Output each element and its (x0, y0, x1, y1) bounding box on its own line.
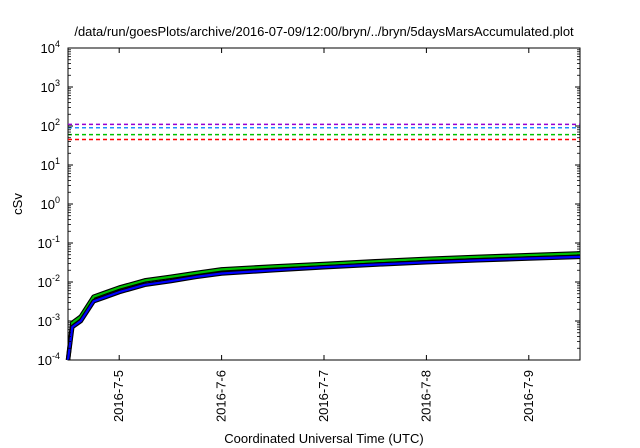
y-axis-label: cSv (10, 193, 25, 215)
plot-frame (67, 47, 581, 361)
x-tick-label: 2016-7-5 (111, 370, 126, 422)
x-tick-label: 2016-7-7 (316, 370, 331, 422)
series-outline-1 (65, 254, 581, 361)
y-tick-label: 10-2 (38, 273, 60, 290)
x-tick-label: 2016-7-9 (521, 370, 536, 422)
x-axis-label: Coordinated Universal Time (UTC) (224, 431, 423, 446)
y-tick-label: 104 (41, 39, 60, 56)
chart-title: /data/run/goesPlots/archive/2016-07-09/1… (74, 24, 574, 39)
y-tick-label: 10-1 (38, 234, 60, 251)
x-tick-label: 2016-7-8 (418, 370, 433, 422)
x-axis: 2016-7-5 2016-7-6 2016-7-7 2016-7-8 2016-7-9 (111, 48, 536, 422)
y-tick-label: 10-3 (38, 312, 60, 329)
y-tick-label: 10-4 (38, 351, 60, 368)
x-tick-label: 2016-7-6 (214, 370, 229, 422)
series-line-1 (66, 255, 581, 361)
y-tick-label: 103 (41, 78, 60, 95)
y-tick-label: 100 (41, 195, 60, 212)
reference-lines (68, 123, 580, 141)
series-layer (65, 251, 581, 361)
series-line-0 (66, 252, 581, 361)
y-tick-label: 102 (41, 117, 60, 134)
y-axis: 10-4 10-3 10-2 10-1 100 101 102 103 104 (38, 39, 580, 368)
y-tick-label: 101 (41, 156, 60, 173)
